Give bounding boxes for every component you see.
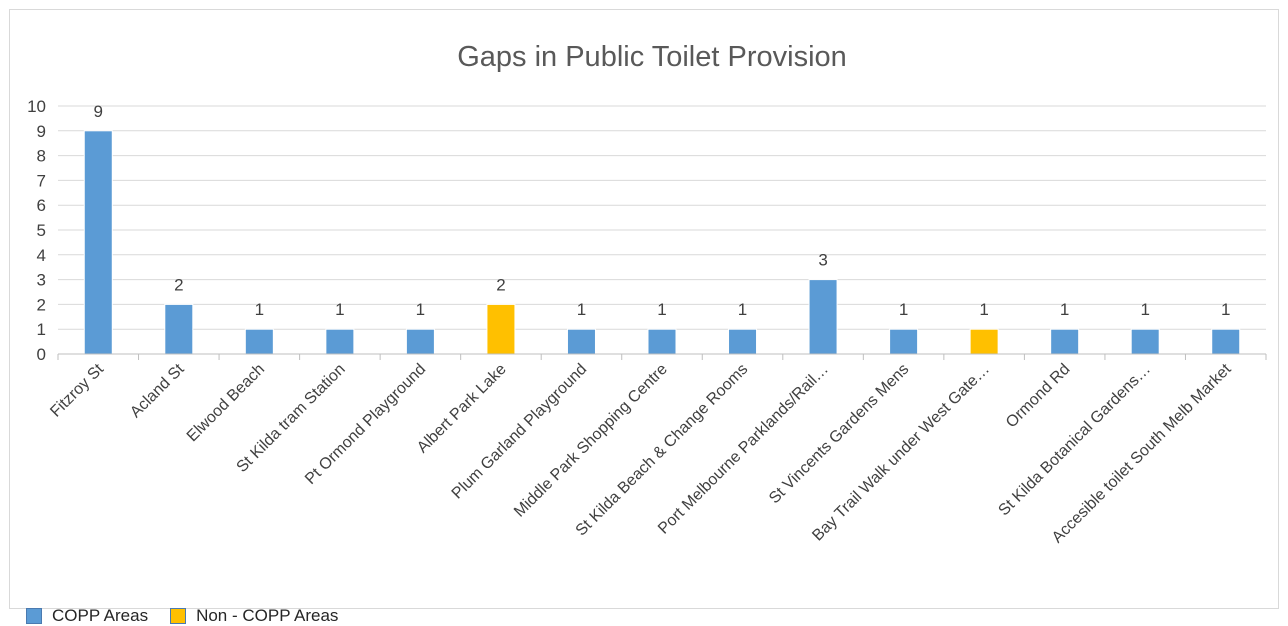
x-tick-label: St Kilda Botanical Gardens… [995,361,1154,520]
x-tick-label: Elwood Beach [184,361,268,445]
y-tick-label-6: 6 [37,196,46,215]
bar [164,303,194,355]
x-tick-label: Fitzroy St [47,360,107,420]
gridlines [58,105,1266,330]
y-tick-label-0: 0 [37,345,46,364]
x-tick-label: Middle Park Shopping Centre [511,361,671,521]
y-tick-label-2: 2 [37,295,46,314]
legend-swatch-non-copp [170,608,187,624]
chart-title: Gaps in Public Toilet Provision [457,41,847,73]
bar [244,328,274,355]
y-tick-label-9: 9 [37,122,46,141]
bar-data-label: 1 [657,300,666,319]
y-axis-tick-labels: 0 1 2 3 4 5 6 7 8 9 10 [27,97,46,364]
bar [647,328,677,355]
x-tick-label: Plum Garland Playground [449,361,591,503]
bar-data-label: 1 [1140,300,1149,319]
legend: COPP Areas Non - COPP Areas [26,606,338,626]
y-tick-label-5: 5 [37,221,46,240]
bar [486,303,516,355]
x-tick-label: St Kilda Beach & Change Rooms [573,361,752,540]
bar-data-labels: 9 2 1 1 1 2 1 1 1 3 1 1 1 1 1 [94,102,1231,319]
y-tick-label-10: 10 [27,97,46,116]
bar-data-label: 1 [577,300,586,319]
y-tick-label-4: 4 [37,246,46,265]
bar [1050,328,1080,355]
bar-data-label: 1 [335,300,344,319]
x-tick-label: Albert Park Lake [414,361,510,457]
bar-data-label: 9 [94,102,103,121]
bar [1130,328,1160,355]
bar [728,328,758,355]
bar-data-label: 2 [496,275,505,294]
x-tick-label: Bay Trail Walk under West Gate… [809,361,993,545]
legend-swatch-copp [26,608,42,624]
bar [325,328,355,355]
x-tick-label: Accesible toilet South Melb Market [1049,360,1235,546]
x-tick-label: St Vincents Gardens Mens [766,361,912,507]
bars [83,130,1241,355]
legend-label-copp: COPP Areas [52,606,149,625]
bar-data-label: 1 [416,300,425,319]
legend-item-copp: COPP Areas [26,606,148,626]
y-tick-label-3: 3 [37,271,46,290]
bar [808,279,838,355]
bar-data-label: 1 [738,300,747,319]
x-axis [57,353,1267,360]
legend-label-non-copp: Non - COPP Areas [196,606,339,625]
y-tick-label-8: 8 [37,147,46,166]
bar-data-label: 1 [979,300,988,319]
bar [83,130,113,355]
y-tick-label-7: 7 [37,171,46,190]
x-tick-label: Port Melbourne Parklands/Rail… [655,361,832,538]
bar-data-label: 3 [818,251,827,270]
bar [1211,328,1241,355]
legend-item-non-copp: Non - COPP Areas [170,606,338,626]
bar [405,328,435,355]
x-tick-label: Acland St [127,360,188,421]
bar-data-label: 1 [255,300,264,319]
bar-data-label: 1 [1221,300,1230,319]
x-tick-label: Ormond Rd [1003,361,1074,432]
bar-chart: Gaps in Public Toilet Provision 0 1 2 3 4 5 6 7… [27,41,1267,546]
bar [566,328,596,355]
bar-data-label: 1 [1060,300,1069,319]
bar [969,328,999,355]
y-tick-label-1: 1 [37,320,46,339]
bar [889,328,919,355]
bar-data-label: 1 [899,300,908,319]
bar-data-label: 2 [174,275,183,294]
chart-frame: Gaps in Public Toilet Provision 0 1 2 3 4 5 6 7… [9,9,1279,625]
